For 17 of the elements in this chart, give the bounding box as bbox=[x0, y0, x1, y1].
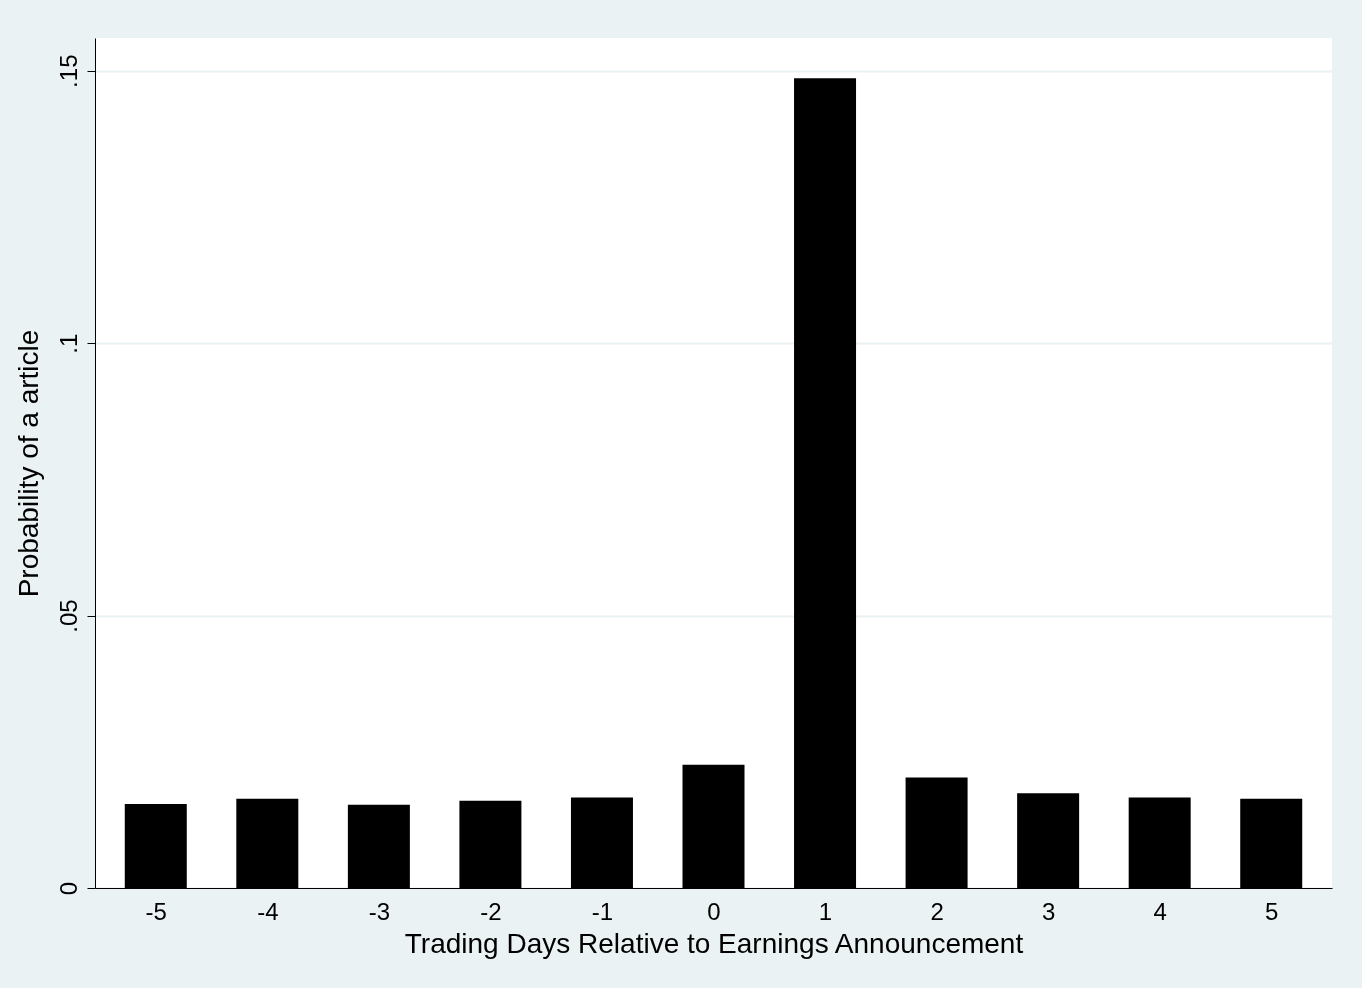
x-tick-label: 2 bbox=[930, 897, 944, 925]
x-tick-label: 0 bbox=[707, 897, 721, 925]
x-tick-label: -2 bbox=[480, 897, 502, 925]
y-tick-label: .15 bbox=[54, 54, 82, 88]
x-axis-title: Trading Days Relative to Earnings Announcement bbox=[404, 927, 1024, 959]
x-tick-label: -1 bbox=[591, 897, 614, 925]
x-tick-label: -3 bbox=[368, 897, 391, 925]
x-tick-label: 4 bbox=[1153, 897, 1167, 925]
y-axis-title: Probability of a article bbox=[12, 329, 44, 598]
y-tick-label: .05 bbox=[54, 599, 82, 633]
x-tick-label: 5 bbox=[1265, 897, 1279, 925]
x-tick-label: -5 bbox=[145, 897, 167, 925]
y-tick-label: 0 bbox=[54, 881, 82, 896]
y-tick-label: .1 bbox=[54, 333, 82, 354]
x-tick-label: -4 bbox=[257, 897, 279, 925]
x-tick-label: 3 bbox=[1041, 897, 1056, 925]
x-tick-label: 1 bbox=[818, 897, 833, 925]
